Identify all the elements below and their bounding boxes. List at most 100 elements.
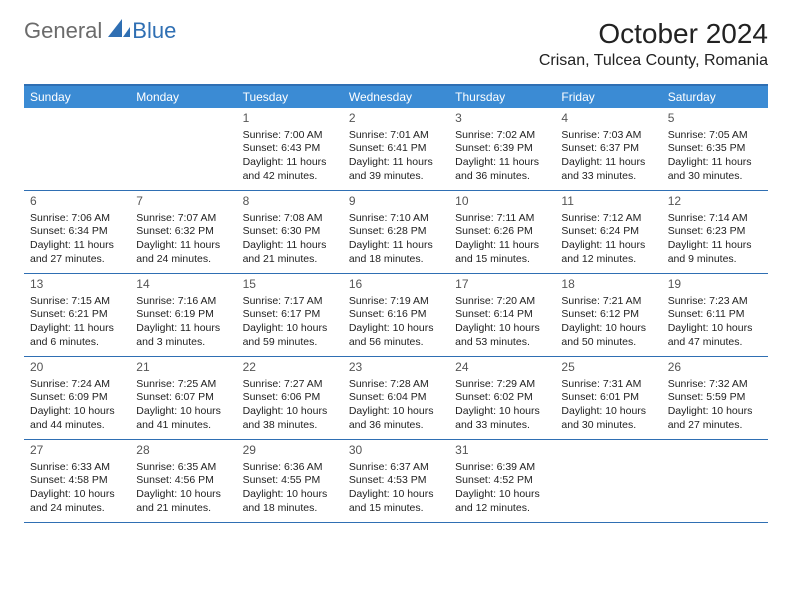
day-cell: 5Sunrise: 7:05 AMSunset: 6:35 PMDaylight… [662, 108, 768, 190]
day-cell: 23Sunrise: 7:28 AMSunset: 6:04 PMDayligh… [343, 357, 449, 439]
day-number: 12 [668, 194, 762, 210]
day-number: 11 [561, 194, 655, 210]
day-cell: 8Sunrise: 7:08 AMSunset: 6:30 PMDaylight… [237, 191, 343, 273]
sunset-line: Sunset: 4:53 PM [349, 474, 443, 488]
sunrise-line: Sunrise: 7:03 AM [561, 129, 655, 143]
sunset-line: Sunset: 6:26 PM [455, 225, 549, 239]
day-number: 6 [30, 194, 124, 210]
day-cell: 28Sunrise: 6:35 AMSunset: 4:56 PMDayligh… [130, 440, 236, 522]
sunrise-line: Sunrise: 7:20 AM [455, 295, 549, 309]
daylight-line: Daylight: 11 hours and 36 minutes. [455, 156, 549, 183]
sunrise-line: Sunrise: 7:27 AM [243, 378, 337, 392]
daylight-line: Daylight: 11 hours and 12 minutes. [561, 239, 655, 266]
week-row: 6Sunrise: 7:06 AMSunset: 6:34 PMDaylight… [24, 191, 768, 274]
daylight-line: Daylight: 10 hours and 18 minutes. [243, 488, 337, 515]
daylight-line: Daylight: 11 hours and 6 minutes. [30, 322, 124, 349]
sunrise-line: Sunrise: 7:05 AM [668, 129, 762, 143]
weekday-header: Wednesday [343, 86, 449, 108]
sunrise-line: Sunrise: 6:39 AM [455, 461, 549, 475]
day-number: 9 [349, 194, 443, 210]
title-block: October 2024 Crisan, Tulcea County, Roma… [539, 18, 768, 70]
daylight-line: Daylight: 11 hours and 9 minutes. [668, 239, 762, 266]
day-cell [130, 108, 236, 190]
week-row: 1Sunrise: 7:00 AMSunset: 6:43 PMDaylight… [24, 108, 768, 191]
sunrise-line: Sunrise: 6:33 AM [30, 461, 124, 475]
daylight-line: Daylight: 10 hours and 30 minutes. [561, 405, 655, 432]
day-number: 31 [455, 443, 549, 459]
weekday-header-row: Sunday Monday Tuesday Wednesday Thursday… [24, 86, 768, 108]
day-cell: 10Sunrise: 7:11 AMSunset: 6:26 PMDayligh… [449, 191, 555, 273]
day-number: 29 [243, 443, 337, 459]
day-cell: 1Sunrise: 7:00 AMSunset: 6:43 PMDaylight… [237, 108, 343, 190]
sunrise-line: Sunrise: 7:21 AM [561, 295, 655, 309]
day-number: 22 [243, 360, 337, 376]
day-cell: 29Sunrise: 6:36 AMSunset: 4:55 PMDayligh… [237, 440, 343, 522]
day-number: 15 [243, 277, 337, 293]
day-cell [24, 108, 130, 190]
sunset-line: Sunset: 6:01 PM [561, 391, 655, 405]
daylight-line: Daylight: 11 hours and 30 minutes. [668, 156, 762, 183]
day-cell: 24Sunrise: 7:29 AMSunset: 6:02 PMDayligh… [449, 357, 555, 439]
sunset-line: Sunset: 6:09 PM [30, 391, 124, 405]
sunrise-line: Sunrise: 7:00 AM [243, 129, 337, 143]
daylight-line: Daylight: 11 hours and 42 minutes. [243, 156, 337, 183]
daylight-line: Daylight: 10 hours and 44 minutes. [30, 405, 124, 432]
sunset-line: Sunset: 6:21 PM [30, 308, 124, 322]
sunrise-line: Sunrise: 7:32 AM [668, 378, 762, 392]
day-number: 24 [455, 360, 549, 376]
day-cell: 13Sunrise: 7:15 AMSunset: 6:21 PMDayligh… [24, 274, 130, 356]
day-number: 2 [349, 111, 443, 127]
weekday-header: Sunday [24, 86, 130, 108]
daylight-line: Daylight: 11 hours and 33 minutes. [561, 156, 655, 183]
sunset-line: Sunset: 6:41 PM [349, 142, 443, 156]
daylight-line: Daylight: 10 hours and 53 minutes. [455, 322, 549, 349]
day-number: 19 [668, 277, 762, 293]
day-number: 30 [349, 443, 443, 459]
daylight-line: Daylight: 10 hours and 12 minutes. [455, 488, 549, 515]
sunrise-line: Sunrise: 7:12 AM [561, 212, 655, 226]
daylight-line: Daylight: 10 hours and 24 minutes. [30, 488, 124, 515]
day-cell: 21Sunrise: 7:25 AMSunset: 6:07 PMDayligh… [130, 357, 236, 439]
weekday-header: Thursday [449, 86, 555, 108]
sunset-line: Sunset: 5:59 PM [668, 391, 762, 405]
sunrise-line: Sunrise: 7:17 AM [243, 295, 337, 309]
location: Crisan, Tulcea County, Romania [539, 52, 768, 70]
daylight-line: Daylight: 11 hours and 3 minutes. [136, 322, 230, 349]
daylight-line: Daylight: 11 hours and 24 minutes. [136, 239, 230, 266]
sunset-line: Sunset: 6:23 PM [668, 225, 762, 239]
sunrise-line: Sunrise: 7:14 AM [668, 212, 762, 226]
daylight-line: Daylight: 11 hours and 27 minutes. [30, 239, 124, 266]
daylight-line: Daylight: 10 hours and 47 minutes. [668, 322, 762, 349]
day-number: 4 [561, 111, 655, 127]
day-cell: 14Sunrise: 7:16 AMSunset: 6:19 PMDayligh… [130, 274, 236, 356]
day-number: 26 [668, 360, 762, 376]
day-cell: 7Sunrise: 7:07 AMSunset: 6:32 PMDaylight… [130, 191, 236, 273]
sunrise-line: Sunrise: 7:24 AM [30, 378, 124, 392]
day-cell [662, 440, 768, 522]
day-cell: 31Sunrise: 6:39 AMSunset: 4:52 PMDayligh… [449, 440, 555, 522]
daylight-line: Daylight: 10 hours and 59 minutes. [243, 322, 337, 349]
daylight-line: Daylight: 10 hours and 33 minutes. [455, 405, 549, 432]
sunset-line: Sunset: 6:11 PM [668, 308, 762, 322]
day-number: 13 [30, 277, 124, 293]
day-cell: 17Sunrise: 7:20 AMSunset: 6:14 PMDayligh… [449, 274, 555, 356]
daylight-line: Daylight: 10 hours and 38 minutes. [243, 405, 337, 432]
sunset-line: Sunset: 6:06 PM [243, 391, 337, 405]
daylight-line: Daylight: 10 hours and 15 minutes. [349, 488, 443, 515]
daylight-line: Daylight: 10 hours and 21 minutes. [136, 488, 230, 515]
day-number: 7 [136, 194, 230, 210]
logo-sail-icon [108, 19, 130, 44]
week-row: 27Sunrise: 6:33 AMSunset: 4:58 PMDayligh… [24, 440, 768, 523]
sunset-line: Sunset: 6:12 PM [561, 308, 655, 322]
day-number: 21 [136, 360, 230, 376]
day-cell: 25Sunrise: 7:31 AMSunset: 6:01 PMDayligh… [555, 357, 661, 439]
day-cell: 26Sunrise: 7:32 AMSunset: 5:59 PMDayligh… [662, 357, 768, 439]
day-number: 18 [561, 277, 655, 293]
sunrise-line: Sunrise: 7:28 AM [349, 378, 443, 392]
weekday-header: Monday [130, 86, 236, 108]
logo-text-blue: Blue [132, 18, 176, 44]
day-number: 23 [349, 360, 443, 376]
week-row: 13Sunrise: 7:15 AMSunset: 6:21 PMDayligh… [24, 274, 768, 357]
daylight-line: Daylight: 11 hours and 18 minutes. [349, 239, 443, 266]
sunrise-line: Sunrise: 7:01 AM [349, 129, 443, 143]
